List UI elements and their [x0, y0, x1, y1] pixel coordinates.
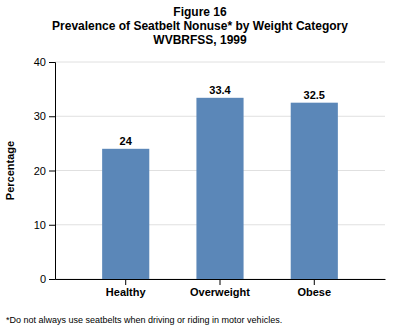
- y-tick-label: 30: [34, 110, 46, 122]
- y-axis-title: Percentage: [4, 141, 16, 200]
- subtitle: WVBRFSS, 1999: [153, 33, 247, 47]
- y-tick: 30: [34, 110, 55, 122]
- bar: [196, 98, 243, 279]
- x-tick-mark: [125, 279, 126, 285]
- grid: [55, 62, 385, 279]
- y-tick-mark: [49, 171, 55, 172]
- y-tick-label: 40: [34, 56, 46, 68]
- y-tick: 0: [40, 273, 55, 285]
- y-tick-label: 0: [40, 273, 46, 285]
- title: Figure 16: [173, 5, 227, 19]
- y-tick: 40: [34, 56, 55, 68]
- y-tick-mark: [49, 279, 55, 280]
- y-axis-line: [49, 63, 56, 280]
- y-tick-mark: [49, 225, 55, 226]
- y-axis: 0 10 20 30 40: [34, 56, 56, 285]
- y-tick: 10: [34, 219, 55, 231]
- data-label: 33.4: [209, 84, 231, 96]
- subtitle: Prevalence of Seatbelt Nonuse* by Weight…: [52, 19, 348, 33]
- y-tick-mark: [49, 116, 55, 117]
- bar: [291, 103, 338, 279]
- chart: Figure 16Prevalence of Seatbelt Nonuse* …: [0, 0, 400, 331]
- data-labels: 24 33.4 32.5: [120, 84, 325, 147]
- bar: [102, 149, 149, 279]
- plot: 24 33.4 32.5 0 10 20 30 40 Healthy Overweight Obes…: [34, 56, 386, 298]
- y-tick: 20: [34, 165, 55, 177]
- x-tick: Obese: [297, 279, 331, 298]
- x-axis: Healthy Overweight Obese: [56, 279, 386, 298]
- x-tick-label: Obese: [297, 286, 331, 298]
- x-tick: Overweight: [190, 279, 250, 298]
- x-tick-mark: [220, 279, 221, 285]
- data-label: 32.5: [304, 89, 325, 101]
- bars: [102, 98, 338, 279]
- grid-line: [55, 62, 385, 63]
- x-tick: Healthy: [106, 279, 147, 298]
- x-tick-label: Overweight: [190, 286, 250, 298]
- data-label: 24: [120, 135, 133, 147]
- y-tick-label: 20: [34, 165, 46, 177]
- x-tick-label: Healthy: [106, 286, 147, 298]
- x-tick-mark: [314, 279, 315, 285]
- y-tick-mark: [49, 62, 55, 63]
- y-tick-label: 10: [34, 219, 46, 231]
- footnote: *Do not always use seatbelts when drivin…: [6, 315, 282, 325]
